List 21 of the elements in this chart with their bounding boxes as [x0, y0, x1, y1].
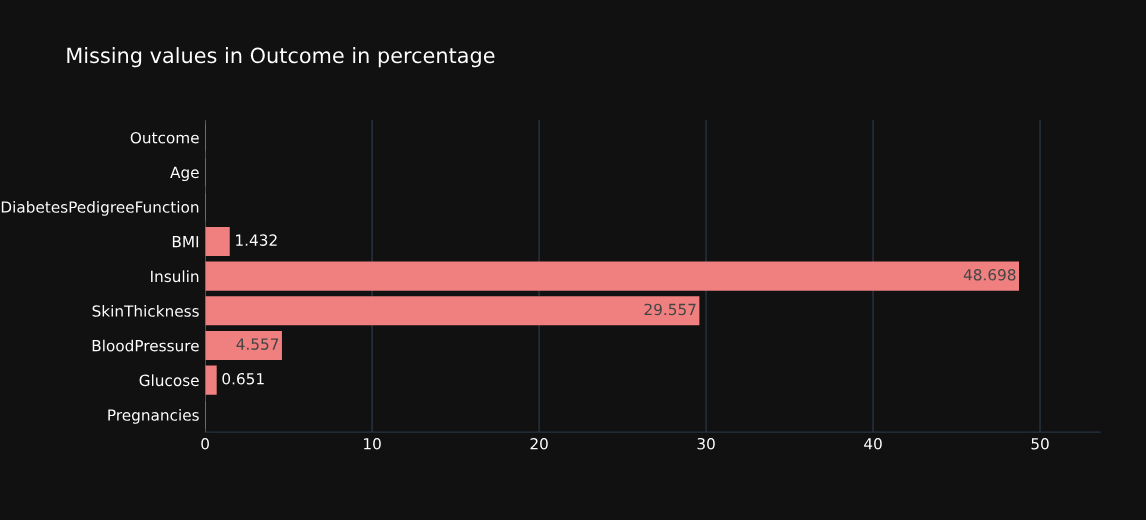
- x-tick-label: 50: [1031, 437, 1049, 450]
- y-tick-label: BMI: [172, 236, 199, 248]
- data-label: 0.651: [222, 373, 264, 385]
- x-tick-label: 30: [697, 437, 715, 450]
- data-label: 4.557: [236, 338, 279, 350]
- y-tick-label: Insulin: [151, 270, 199, 283]
- y-tick-label: Age: [170, 166, 199, 182]
- x-tick-label: 20: [530, 437, 548, 450]
- x-tick-label: 40: [864, 437, 882, 450]
- chart-title: Missing values in Outcome in percentage: [67, 47, 495, 68]
- data-label: 48.698: [963, 269, 1016, 281]
- y-tick-label: Pregnancies: [108, 408, 199, 424]
- y-tick-label: Glucose: [139, 374, 199, 387]
- y-tick-label: SkinThickness: [92, 304, 199, 317]
- x-tick-label: 0: [201, 437, 209, 450]
- y-tick-label: Outcome: [130, 131, 199, 144]
- x-tick-label: 10: [364, 437, 381, 450]
- y-tick-label: BloodPressure: [92, 339, 199, 352]
- data-label: 1.432: [236, 234, 277, 246]
- data-label: 29.557: [644, 303, 696, 316]
- y-tick-label: DiabetesPedigreeFunction: [1, 200, 199, 216]
